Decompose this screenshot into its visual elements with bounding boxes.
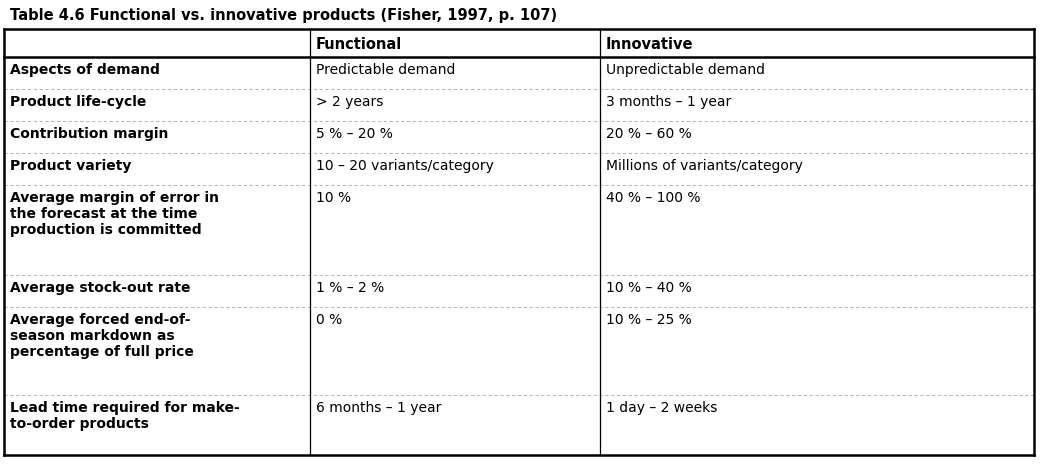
Text: 20 % – 60 %: 20 % – 60 % <box>606 127 692 141</box>
Text: 40 % – 100 %: 40 % – 100 % <box>606 190 701 205</box>
Text: 10 % – 25 %: 10 % – 25 % <box>606 312 692 327</box>
Text: 1 day – 2 weeks: 1 day – 2 weeks <box>606 400 718 414</box>
Text: Average margin of error in
the forecast at the time
production is committed: Average margin of error in the forecast … <box>10 190 219 237</box>
Text: Innovative: Innovative <box>606 37 694 51</box>
Text: 3 months – 1 year: 3 months – 1 year <box>606 95 731 109</box>
Text: > 2 years: > 2 years <box>316 95 384 109</box>
Text: 10 – 20 variants/category: 10 – 20 variants/category <box>316 159 494 173</box>
Text: Unpredictable demand: Unpredictable demand <box>606 63 765 77</box>
Text: Predictable demand: Predictable demand <box>316 63 456 77</box>
Text: 0 %: 0 % <box>316 312 342 327</box>
Text: Lead time required for make-
to-order products: Lead time required for make- to-order pr… <box>10 400 240 430</box>
Text: 10 %: 10 % <box>316 190 352 205</box>
Text: Millions of variants/category: Millions of variants/category <box>606 159 803 173</box>
Text: 1 % – 2 %: 1 % – 2 % <box>316 280 384 294</box>
Text: Functional: Functional <box>316 37 402 51</box>
Text: Aspects of demand: Aspects of demand <box>10 63 160 77</box>
Text: 5 % – 20 %: 5 % – 20 % <box>316 127 393 141</box>
Text: 10 % – 40 %: 10 % – 40 % <box>606 280 692 294</box>
Text: Table 4.6 Functional vs. innovative products (Fisher, 1997, p. 107): Table 4.6 Functional vs. innovative prod… <box>10 8 557 22</box>
Text: Product variety: Product variety <box>10 159 131 173</box>
Text: Contribution margin: Contribution margin <box>10 127 168 141</box>
Text: Average stock-out rate: Average stock-out rate <box>10 280 190 294</box>
Text: Average forced end-of-
season markdown as
percentage of full price: Average forced end-of- season markdown a… <box>10 312 193 358</box>
Text: 6 months – 1 year: 6 months – 1 year <box>316 400 441 414</box>
Text: Product life-cycle: Product life-cycle <box>10 95 147 109</box>
